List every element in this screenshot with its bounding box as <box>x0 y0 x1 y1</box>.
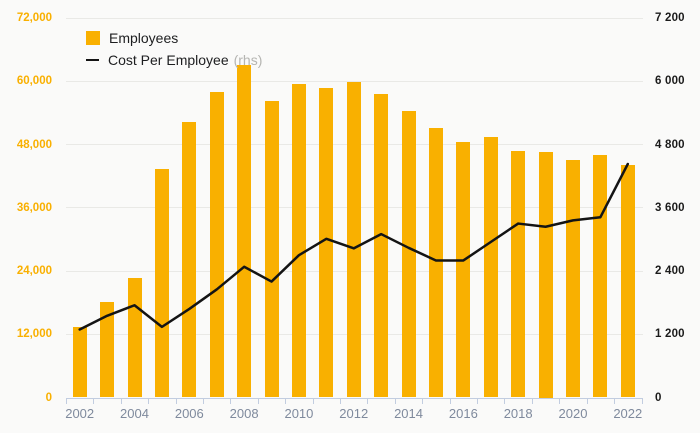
bar-2010[interactable] <box>291 84 306 398</box>
bar-2017[interactable] <box>483 137 498 398</box>
x-axis-tick <box>312 397 314 404</box>
x-axis-tick <box>285 397 287 404</box>
x-axis-tick <box>66 397 67 404</box>
bar-2009[interactable] <box>264 101 279 398</box>
x-axis-tick <box>559 397 561 404</box>
bar-2006[interactable] <box>182 122 197 398</box>
y-axis-right-label-0: 0 <box>655 391 662 404</box>
y-axis-left-label-36000: 36,000 <box>16 201 52 214</box>
x-axis-tick <box>641 397 643 404</box>
bar-2019[interactable] <box>538 152 553 398</box>
legend-item-employees[interactable]: Employees <box>86 27 262 49</box>
y-axis-right-label-7200: 7 200 <box>655 12 685 24</box>
x-axis-label-2010: 2010 <box>284 405 314 421</box>
y-axis-right-label-6000: 6 000 <box>655 75 685 88</box>
bar-2015[interactable] <box>428 127 443 398</box>
y-axis-left-label-24000: 24,000 <box>16 265 52 277</box>
y-axis-right-label-2400: 2 400 <box>655 265 685 277</box>
bar-2018[interactable] <box>511 150 526 398</box>
x-axis-label-2012: 2012 <box>339 405 369 421</box>
bar-2011[interactable] <box>319 88 334 398</box>
x-axis-label-2022: 2022 <box>613 405 643 421</box>
x-axis-tick <box>531 397 533 404</box>
y-axis-left-label-72000: 72,000 <box>16 12 52 24</box>
x-axis-label-2016: 2016 <box>448 405 478 421</box>
x-axis-tick <box>93 397 95 404</box>
bar-2012[interactable] <box>346 82 361 398</box>
x-axis-tick <box>120 397 122 404</box>
legend: Employees Cost Per Employee (rhs) <box>86 27 262 71</box>
x-axis-tick <box>422 397 424 404</box>
x-axis-tick <box>586 397 588 404</box>
y-axis-left-label-60000: 60,000 <box>16 75 52 88</box>
bar-2005[interactable] <box>154 169 169 398</box>
x-axis-label-2002: 2002 <box>65 405 95 421</box>
legend-item-cost-per-employee[interactable]: Cost Per Employee (rhs) <box>86 49 262 71</box>
gridline-60000 <box>66 80 643 82</box>
cost-line-swatch-icon <box>86 58 99 62</box>
x-axis-tick <box>394 397 396 404</box>
x-axis-tick <box>449 397 451 404</box>
x-axis-tick <box>504 397 506 404</box>
x-axis-label-2006: 2006 <box>174 405 204 421</box>
y-axis-left-label-0: 0 <box>45 391 52 404</box>
y-axis-left-label-12000: 12,000 <box>16 328 52 341</box>
x-axis-tick <box>230 397 232 404</box>
x-axis-line <box>66 397 643 399</box>
employees-swatch-icon <box>86 31 100 45</box>
legend-label-cost-per-employee: Cost Per Employee <box>108 52 229 68</box>
x-axis-tick <box>257 397 259 404</box>
x-axis-tick <box>148 397 150 404</box>
x-axis-tick <box>614 397 616 404</box>
x-axis-tick <box>203 397 205 404</box>
x-axis-label-2020: 2020 <box>558 405 588 421</box>
x-axis-label-2018: 2018 <box>503 405 533 421</box>
x-axis-label-2008: 2008 <box>229 405 259 421</box>
y-axis-right-label-4800: 4 800 <box>655 138 685 151</box>
x-axis-label-2004: 2004 <box>120 405 149 421</box>
bar-2013[interactable] <box>374 94 389 398</box>
bar-2008[interactable] <box>237 64 252 398</box>
bar-2003[interactable] <box>100 301 115 398</box>
bar-2022[interactable] <box>620 164 635 398</box>
y-axis-right-label-1200: 1 200 <box>655 328 685 341</box>
bar-2021[interactable] <box>593 155 608 398</box>
gridline-72000 <box>66 17 643 19</box>
y-axis-left-label-48000: 48,000 <box>16 138 52 151</box>
cost-per-employee-line <box>78 162 630 331</box>
x-axis-tick <box>175 397 177 404</box>
y-axis-right-label-3600: 3 600 <box>655 201 685 214</box>
legend-label-employees: Employees <box>109 30 179 46</box>
bar-2007[interactable] <box>209 92 224 398</box>
x-axis-tick <box>477 397 479 404</box>
x-axis-tick <box>340 397 342 404</box>
bar-2016[interactable] <box>456 142 471 398</box>
bar-2014[interactable] <box>401 110 416 398</box>
bar-2002[interactable] <box>72 326 87 398</box>
x-axis-label-2014: 2014 <box>394 405 423 421</box>
legend-label-rhs: (rhs) <box>233 52 263 68</box>
x-axis-tick <box>367 397 369 404</box>
